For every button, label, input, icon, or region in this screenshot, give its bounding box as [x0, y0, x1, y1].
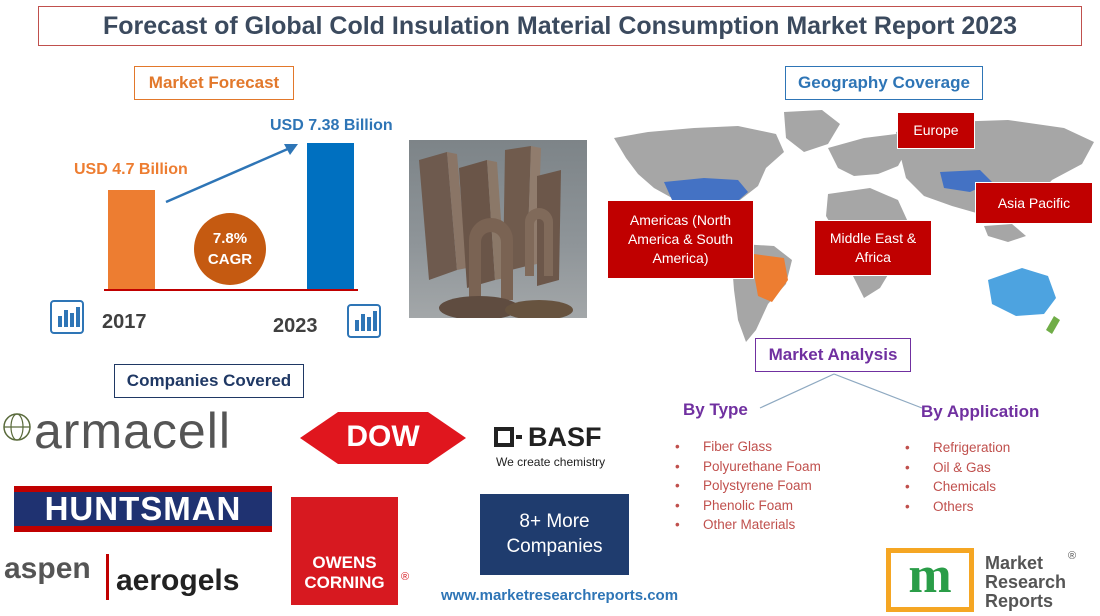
by-application-heading: By Application: [921, 402, 1040, 421]
new-zealand-shape: [1046, 316, 1060, 334]
list-item: Phenolic Foam: [675, 498, 821, 518]
brand-line-2: Research: [985, 572, 1067, 592]
australia-shape: [988, 268, 1056, 316]
bar-2023: [307, 143, 354, 290]
region-middle-east-africa: Middle East & Africa: [814, 220, 932, 276]
page-title: Forecast of Global Cold Insulation Mater…: [102, 11, 1018, 40]
more-companies-line2: Companies: [506, 536, 603, 557]
market-forecast-heading: Market Forecast: [134, 66, 294, 100]
indonesia-shape: [984, 224, 1026, 242]
bar-2017: [108, 190, 155, 290]
region-americas: Americas (North America & South America): [607, 200, 754, 279]
basf-logo: BASF We create chemistry: [494, 422, 626, 474]
cagr-label: CAGR: [207, 251, 253, 268]
list-item: Polyurethane Foam: [675, 459, 821, 479]
brand-wordmark: Market Research Reports: [985, 554, 1066, 611]
huntsman-band: HUNTSMAN: [14, 490, 272, 527]
registered-icon: ®: [1068, 550, 1077, 562]
growth-arrow: [165, 144, 298, 204]
brazil-shape: [754, 254, 788, 302]
europe-shape: [828, 134, 908, 176]
brand-line-3: Reports: [985, 591, 1054, 611]
list-item: Chemicals: [905, 479, 1010, 499]
armacell-logo: armacell: [2, 403, 277, 459]
by-type-heading: By Type: [683, 400, 748, 419]
market-analysis-heading: Market Analysis: [755, 338, 911, 372]
insulation-product-image: [409, 140, 587, 318]
more-companies-line1: 8+ More: [519, 511, 590, 532]
greenland-shape: [784, 110, 840, 152]
geography-heading: Geography Coverage: [785, 66, 983, 100]
brand-mark: m: [886, 548, 974, 612]
region-europe: Europe: [897, 112, 975, 149]
brand-m-glyph: m: [908, 547, 952, 604]
huntsman-wordmark: HUNTSMAN: [44, 490, 242, 527]
title-banner: Forecast of Global Cold Insulation Mater…: [38, 6, 1082, 46]
foam-shapes-graphic: [419, 146, 573, 318]
more-companies-box: 8+ More Companies: [480, 494, 629, 575]
end-year: 2023: [273, 315, 318, 337]
dow-wordmark: DOW: [346, 420, 420, 453]
aspen-divider: [106, 554, 109, 600]
region-asia-pacific: Asia Pacific: [975, 182, 1093, 224]
list-item: Others: [905, 499, 1010, 519]
by-type-list: Fiber Glass Polyurethane Foam Polystyren…: [675, 439, 821, 537]
baseline: [104, 289, 358, 291]
website-link[interactable]: www.marketresearchreports.com: [441, 587, 679, 604]
end-value-label: USD 7.38 Billion: [270, 117, 393, 134]
cagr-value: 7.8%: [212, 230, 248, 247]
aspen-wordmark: aspen: [4, 552, 91, 585]
by-application-list: Refrigeration Oil & Gas Chemicals Others: [905, 440, 1010, 518]
list-item: Refrigeration: [905, 440, 1010, 460]
basf-tagline: We create chemistry: [496, 455, 606, 469]
owens-corning-logo: OWENS CORNING: [291, 497, 398, 605]
analysis-connector: [759, 373, 923, 409]
dow-diamond-graphic: [300, 412, 466, 464]
cagr-circle: 7.8% CAGR: [194, 213, 266, 285]
globe-icon: [3, 413, 31, 441]
corning-wordmark: CORNING: [304, 573, 385, 592]
companies-heading: Companies Covered: [114, 364, 304, 398]
bar-chart-icon: [347, 304, 381, 338]
bar-chart-icon: [50, 300, 84, 334]
list-item: Other Materials: [675, 517, 821, 537]
list-item: Polystyrene Foam: [675, 478, 821, 498]
start-year: 2017: [102, 311, 147, 333]
brand-line-1: Market: [985, 553, 1044, 573]
owens-wordmark: OWENS: [312, 553, 377, 572]
huntsman-logo: HUNTSMAN: [14, 486, 272, 532]
list-item: Fiber Glass: [675, 439, 821, 459]
list-item: Oil & Gas: [905, 460, 1010, 480]
basf-wordmark: BASF: [528, 422, 602, 452]
aspen-aerogels-logo: aspen aerogels: [4, 552, 284, 604]
start-value-label: USD 4.7 Billion: [74, 161, 188, 178]
basf-dash-icon: [516, 435, 522, 439]
registered-icon: ®: [401, 571, 410, 583]
aerogels-wordmark: aerogels: [116, 564, 240, 597]
armacell-wordmark: armacell: [34, 403, 231, 459]
dow-logo: DOW: [298, 408, 468, 468]
basf-square-icon: [494, 427, 514, 447]
